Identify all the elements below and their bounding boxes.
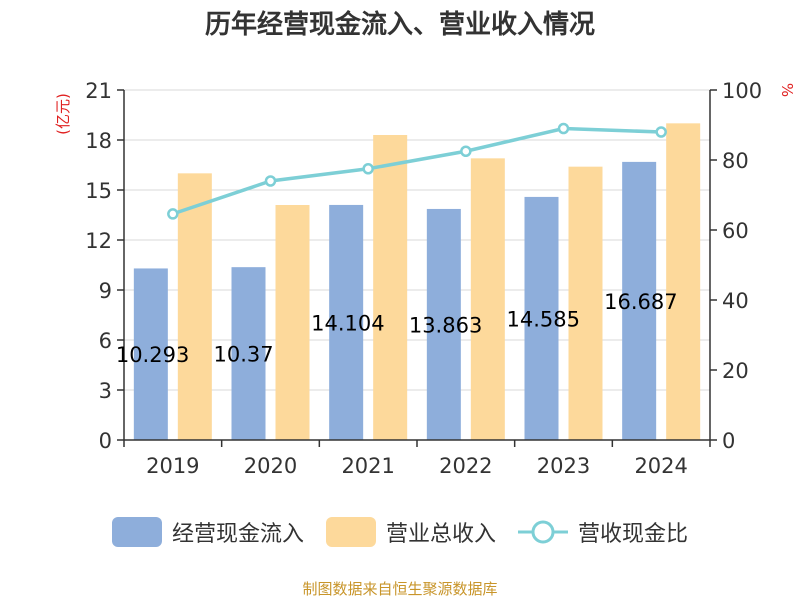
data-label-2022: 13.863	[409, 313, 482, 337]
bar-cash-inflow-2020	[231, 267, 266, 440]
left-axis-label: (亿元)	[54, 93, 72, 135]
legend-label-cash-ratio: 营收现金比	[578, 522, 689, 547]
bar-cash-inflow-2023	[524, 196, 559, 440]
source-note: 制图数据来自恒生聚源数据库	[302, 580, 498, 598]
left-tick-label: 3	[99, 379, 112, 403]
ratio-point-2022	[460, 145, 472, 157]
data-label-2023: 14.585	[507, 307, 580, 331]
left-tick-label: 12	[85, 229, 112, 253]
ratio-point-2023	[557, 122, 570, 135]
bar-cash-inflow-2022	[426, 208, 461, 440]
left-tick-label: 0	[99, 429, 112, 453]
bar-cash-inflow-2019	[133, 268, 168, 440]
ratio-point-2021	[362, 163, 374, 175]
x-tick-label: 2022	[439, 454, 492, 478]
bar-revenue-2019	[177, 173, 212, 441]
right-tick-label: 100	[722, 79, 762, 103]
bar-revenue-2023	[568, 166, 603, 440]
legend-item-cash-inflow[interactable]: 经营现金流入	[111, 516, 304, 548]
gridlines	[124, 89, 710, 441]
legend-swatch-revenue	[325, 517, 376, 547]
legend: 经营现金流入 营业总收入 营收现金比	[0, 512, 800, 552]
x-tick-label: 2020	[244, 454, 297, 478]
right-axis-label: %	[778, 83, 796, 97]
bar-revenue-2020	[275, 205, 310, 440]
data-label-2019: 10.293	[116, 343, 189, 367]
ratio-point-2020	[264, 175, 277, 187]
data-label-2024: 16.687	[604, 290, 677, 314]
x-tick-label: 2024	[634, 454, 687, 478]
ratio-point-2019	[167, 208, 179, 220]
left-tick-label: 9	[99, 279, 112, 303]
data-label-2021: 14.104	[311, 311, 384, 335]
legend-item-cash-ratio[interactable]: 营收现金比	[518, 516, 688, 548]
ratio-line-path	[172, 126, 662, 216]
left-tick-label: 18	[85, 129, 112, 153]
legend-swatch-cash-inflow	[111, 517, 162, 547]
left-tick-label: 21	[85, 79, 112, 103]
x-tick-label: 2023	[537, 454, 590, 478]
bar-revenue-2021	[373, 135, 408, 440]
data-label-2020: 10.37	[214, 343, 274, 367]
legend-label-cash-inflow: 经营现金流入	[171, 522, 304, 547]
bars	[133, 123, 701, 441]
right-tick-label: 0	[722, 429, 735, 453]
legend-label-revenue: 营业总收入	[385, 522, 496, 547]
bar-revenue-2022	[470, 158, 505, 441]
legend-item-revenue[interactable]: 营业总收入	[325, 516, 496, 548]
bar-revenue-2024	[666, 123, 701, 440]
legend-swatch-cash-ratio	[518, 520, 568, 544]
right-tick-label: 60	[722, 219, 749, 243]
x-tick-label: 2019	[146, 454, 199, 478]
ratio-line	[167, 122, 667, 220]
data-labels: 10.293 10.37 14.104 13.863 14.585 16.687	[116, 290, 678, 367]
bar-cash-inflow-2024	[622, 161, 657, 440]
left-tick-label: 15	[85, 179, 112, 203]
x-tick-label: 2021	[341, 454, 394, 478]
chart-title: 历年经营现金流入、营业收入情况	[204, 10, 595, 40]
ratio-point-2024	[655, 126, 667, 138]
bar-cash-inflow-2021	[329, 204, 364, 440]
right-tick-label: 20	[722, 359, 749, 383]
left-tick-label: 6	[99, 329, 112, 353]
right-tick-label: 80	[722, 149, 749, 173]
axes: 0 3 6 9 12 15 18 21 0 20 40 60 80 100 2019 2020 2021 2022…	[85, 79, 762, 478]
right-tick-label: 40	[722, 289, 749, 313]
